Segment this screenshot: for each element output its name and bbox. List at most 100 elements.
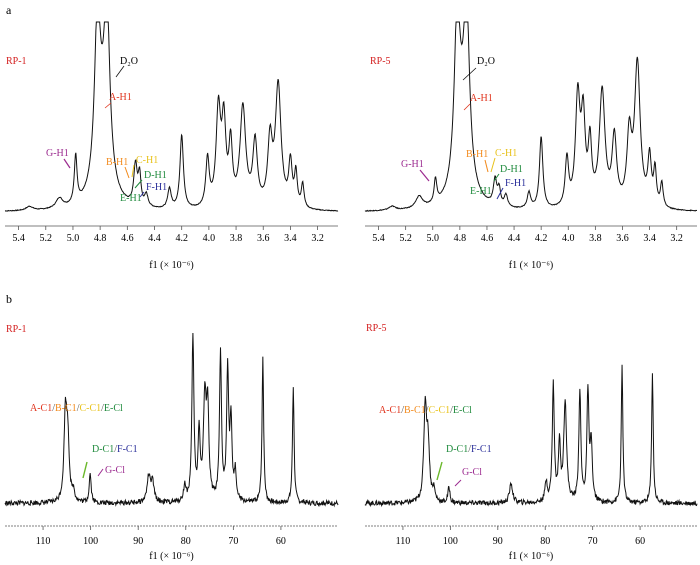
x-tick-label: 60 [276,536,286,547]
panel-label-b: b [6,292,12,306]
x-tick-label: 80 [181,536,191,547]
spectrum-trace [364,364,698,508]
x-tick-label: 4.0 [203,233,216,244]
sample-label: RP-1 [6,56,27,67]
x-tick-label: 3.2 [670,233,683,244]
x-tick-label: 100 [83,536,98,547]
annotation-leader [463,103,471,111]
x-tick-label: 70 [588,536,598,547]
annotation-b-h1: B-H1 [466,149,488,160]
annotation-group-df: D-C1/F-C1 [446,444,492,455]
annotation-f-h1: F-H1 [146,182,167,193]
x-axis-label: f1 (× 10⁻⁶) [149,260,193,271]
annotation-leader [63,158,71,169]
annotation-f-c1: F-C1 [471,444,492,455]
x-tick-label: 4.6 [481,233,494,244]
annotation-g-h1: G-H1 [401,159,424,170]
x-tick-label: 5.0 [427,233,440,244]
annotation-separator: / [468,444,471,455]
spectrum-trace [4,333,339,508]
annotation-separator: / [52,403,55,414]
annotation-b-c1: B-C1 [404,405,426,416]
annotation-d-h1: D-H1 [144,170,167,181]
annotation-e-h1: E-H1 [120,193,142,204]
annotation-leader [496,187,504,200]
x-tick-label: 4.2 [535,233,548,244]
annotation-leader [493,173,500,182]
annotation-g-h1: G-H1 [46,148,69,159]
x-axis-label: f1 (× 10⁻⁶) [509,260,553,271]
annotation-leader [490,157,496,173]
x-axis-ticks: 110 100 90 80 70 60 [396,526,645,547]
x-tick-label: 3.2 [311,233,324,244]
annotation-leader [97,468,104,477]
annotation-leader [454,479,462,487]
x-tick-label: 3.6 [257,233,270,244]
x-tick-label: 60 [635,536,645,547]
annotation-group-acbe: A-C1/B-C1/C-C1/E-Cl [379,405,472,416]
x-tick-label: 4.0 [562,233,575,244]
annotation-c-c1: C-C1 [428,405,450,416]
x-tick-label: 5.0 [67,233,80,244]
x-tick-label: 5.4 [372,233,385,244]
x-tick-label: 90 [133,536,143,547]
annotation-d-h1: D-H1 [500,164,523,175]
annotation-g-c1: G-Cl [105,465,125,476]
spectrum-trace [4,21,339,212]
annotation-separator: / [114,444,117,455]
sample-label: RP-1 [6,324,27,335]
annotation-separator: / [426,405,429,416]
x-tick-label: 4.4 [148,233,161,244]
c13-spectrum-rp5: RP-5 110 100 90 80 70 60 f1 (× 10⁻⁶) A-C1/B-C… [364,323,698,562]
annotation-leader [104,102,112,109]
annotation-leader [115,65,125,78]
annotation-c-c1: C-C1 [79,403,101,414]
annotation-leader [134,179,143,189]
annotation-a-c1: A-C1 [30,403,52,414]
sample-label: RP-5 [370,56,391,67]
x-tick-label: 110 [36,536,51,547]
annotation-leader [462,67,477,81]
sample-label: RP-5 [366,323,387,334]
annotation-a-h1: A-H1 [109,92,132,103]
annotation-arrow [436,461,443,481]
annotation-group-acbe: A-C1/B-C1/C-C1/E-Cl [30,403,123,414]
annotation-d-c1: D-C1 [446,444,468,455]
x-tick-label: 3.8 [589,233,602,244]
annotation-d2o: D₂O [477,56,495,67]
annotation-leader [419,169,430,182]
annotation-e-c1: E-Cl [453,405,472,416]
annotation-a-h1: A-H1 [470,93,493,104]
annotation-d2o: D₂O [120,56,138,67]
annotation-c-h1: C-H1 [136,155,158,166]
x-tick-label: 5.2 [40,233,53,244]
x-tick-label: 5.4 [12,233,25,244]
x-tick-label: 4.6 [121,233,134,244]
annotation-separator: / [101,403,104,414]
annotation-separator: / [450,405,453,416]
h1-spectrum-rp5: RP-5 5.4 5.2 5.0 4.8 4.6 4.4 4.2 4.0 3.8 3.6 3.4 3.… [364,21,698,271]
x-tick-label: 80 [540,536,550,547]
x-tick-label: 3.4 [643,233,656,244]
annotation-leader [139,191,145,198]
x-tick-label: 4.8 [454,233,467,244]
x-tick-label: 3.4 [284,233,297,244]
x-tick-label: 4.2 [175,233,188,244]
annotation-b-h1: B-H1 [106,157,128,168]
x-tick-label: 70 [228,536,238,547]
annotation-separator: / [401,405,404,416]
annotation-e-h1: E-H1 [470,186,492,197]
x-tick-label: 5.2 [399,233,412,244]
annotation-f-c1: F-C1 [117,444,138,455]
annotation-leader [131,164,135,178]
c13-spectrum-rp1: RP-1 110 100 90 80 70 60 f1 (× 10⁻⁶) A-C1/B-C… [4,324,339,562]
annotation-f-h1: F-H1 [505,178,526,189]
annotation-group-df: D-C1/F-C1 [92,444,138,455]
x-axis-ticks: 5.4 5.2 5.0 4.8 4.6 4.4 4.2 4.0 3.8 3.6 3.4 3.2 [12,226,324,244]
annotation-separator: / [77,403,80,414]
annotation-e-c1: E-Cl [104,403,123,414]
x-axis-ticks: 110 100 90 80 70 60 [36,526,286,547]
panel-label-a: a [6,3,12,17]
x-tick-label: 4.8 [94,233,107,244]
